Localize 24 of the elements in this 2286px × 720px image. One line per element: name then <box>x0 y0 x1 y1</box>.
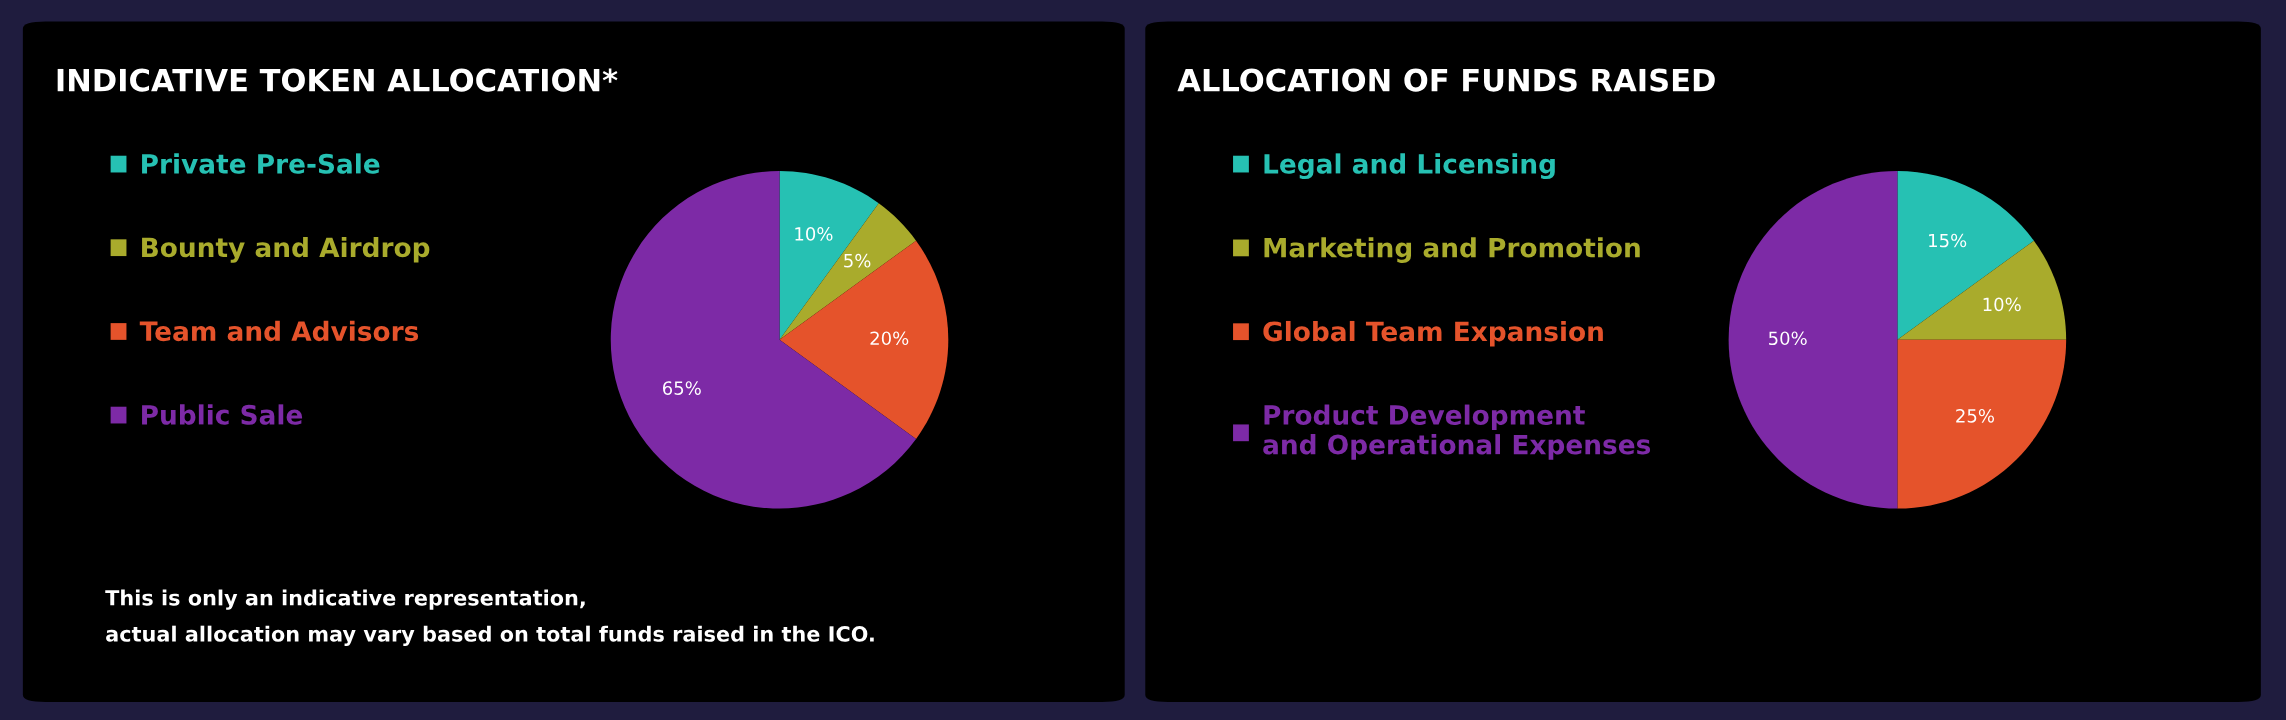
legend-label: Legal and Licensing <box>1264 153 1555 180</box>
data-label: 10% <box>1983 297 2021 312</box>
data-label: 50% <box>1769 331 1807 346</box>
data-label: 15% <box>1929 233 1967 248</box>
pie-slice <box>1897 339 2067 509</box>
legend-label: Global Team Expansion <box>1263 320 1603 347</box>
legend-label: Product Development and Operational Expenses <box>1263 404 1651 460</box>
pie-slice <box>1728 171 1898 509</box>
chart-title: INDICATIVE TOKEN ALLOCATION* <box>57 68 618 92</box>
legend-label: Private Pre-Sale <box>142 153 380 174</box>
pie-slice <box>610 171 917 509</box>
data-label: 10% <box>795 227 833 241</box>
data-label: 5% <box>844 253 871 268</box>
chart-title: ALLOCATION OF FUNDS RAISED <box>1177 68 1715 92</box>
legend-label: Bounty and Airdrop <box>142 236 430 263</box>
legend-label: Team and Advisors <box>139 320 419 342</box>
text: This is only an indicative representation, actual allocation may vary based on total funds raised in the ICO. <box>105 589 874 646</box>
data-label: 65% <box>662 381 701 395</box>
legend-label: Marketing and Promotion <box>1264 237 1640 263</box>
legend-label: Public Sale <box>142 404 303 425</box>
data-label: 20% <box>870 331 909 346</box>
pie-slice <box>1897 171 2034 340</box>
data-label: 25% <box>1956 408 1995 423</box>
pie-slice <box>779 240 949 440</box>
